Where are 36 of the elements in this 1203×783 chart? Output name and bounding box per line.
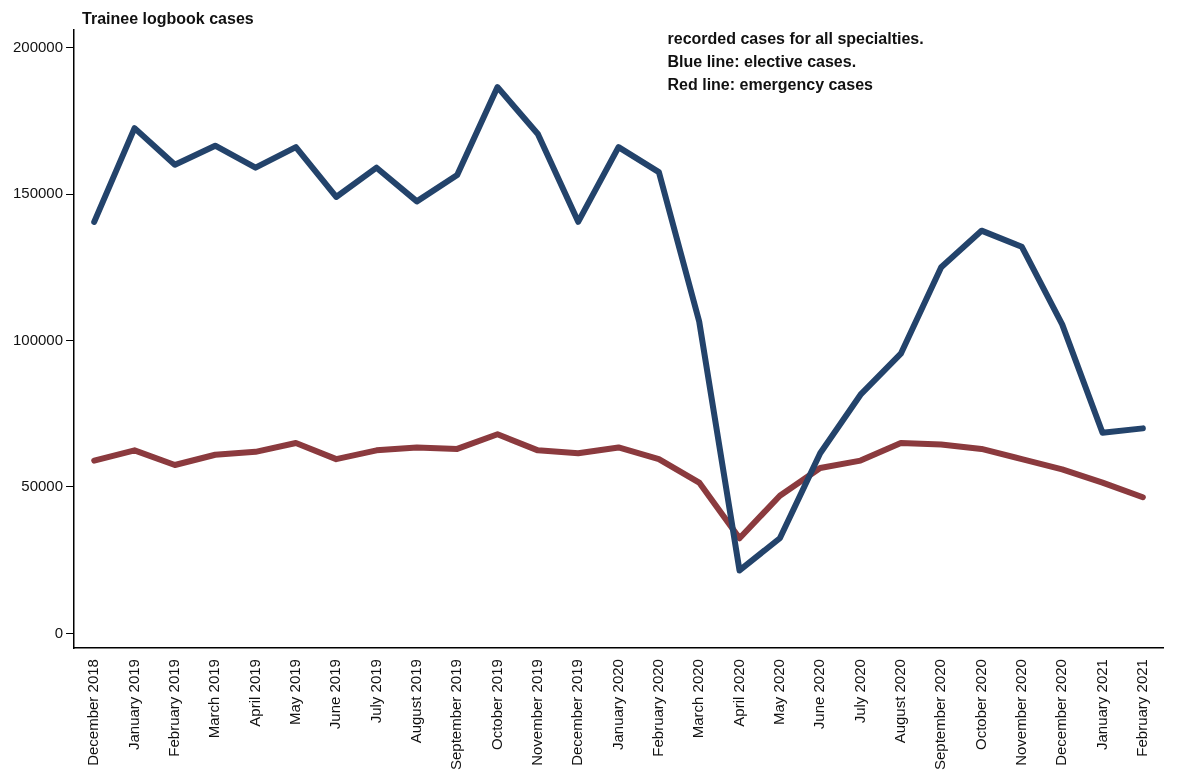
x-tick-label: November 2019	[528, 659, 545, 766]
x-tick-label: January 2021	[1092, 659, 1110, 750]
x-tick-label: October 2019	[487, 659, 505, 750]
x-tick-label: April 2019	[245, 659, 263, 727]
x-tick-label: February 2021	[1132, 659, 1150, 757]
annotation: recorded cases for all specialties.	[667, 30, 924, 48]
y-tick-label: 0	[54, 623, 64, 641]
x-tick-label: August 2019	[407, 659, 425, 744]
annotation: Red line: emergency cases	[667, 76, 874, 94]
x-tick-label: June 2020	[810, 659, 828, 730]
x-tick-label: September 2019	[447, 659, 465, 771]
y-tick-label: 200000	[12, 37, 64, 55]
x-tick-label: May 2019	[286, 659, 304, 725]
x-tick-label: September 2020	[931, 659, 949, 771]
x-tick-label: July 2020	[850, 659, 868, 724]
chart-title: Trainee logbook cases	[82, 10, 254, 28]
x-tick-label: October 2020	[971, 659, 989, 750]
x-tick-label: March 2020	[689, 659, 707, 739]
x-tick-label: August 2020	[890, 659, 908, 744]
x-tick-label: December 2020	[1052, 659, 1070, 766]
y-tick-label: 150000	[12, 184, 64, 202]
x-tick-label: July 2019	[366, 659, 384, 724]
y-tick-label: 50000	[21, 477, 64, 495]
x-tick-label: December 2019	[568, 659, 586, 766]
x-tick-label: January 2019	[124, 659, 142, 750]
x-tick-label: November 2020	[1011, 659, 1029, 766]
x-tick-label: May 2020	[769, 659, 787, 725]
y-tick-label: 100000	[12, 330, 64, 348]
x-tick-label: December 2018	[84, 659, 102, 766]
x-tick-label: January 2020	[608, 659, 626, 750]
x-tick-label: February 2020	[649, 659, 666, 757]
annotation: Blue line: elective cases.	[667, 53, 857, 71]
x-tick-label: February 2019	[165, 659, 183, 757]
x-tick-label: April 2020	[729, 659, 747, 727]
x-tick-label: June 2019	[326, 659, 344, 730]
x-tick-label: March 2019	[205, 659, 223, 739]
